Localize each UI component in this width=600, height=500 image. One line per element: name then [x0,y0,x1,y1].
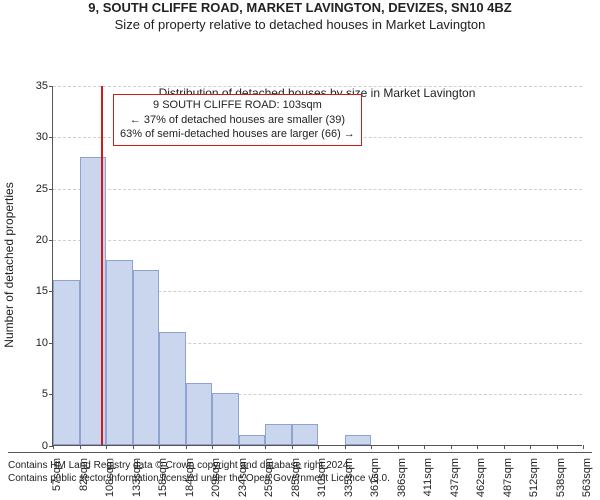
xtick-mark [133,445,134,449]
xtick-label: 209sqm [210,458,222,497]
xtick-mark [80,445,81,449]
xtick-label: 462sqm [475,458,487,497]
property-callout: 9 SOUTH CLIFFE ROAD: 103sqm← 37% of deta… [113,94,362,147]
plot-area: Number of detached properties 57sqm82sqm… [52,86,582,446]
xtick-label: 335sqm [343,458,355,497]
xtick-label: 133sqm [131,458,143,497]
xtick-mark [212,445,213,449]
ytick-mark [49,86,53,87]
xtick-mark [186,445,187,449]
page-title: 9, SOUTH CLIFFE ROAD, MARKET LAVINGTON, … [0,0,600,17]
xtick-mark [530,445,531,449]
xtick-label: 285sqm [290,458,302,497]
xtick-label: 411sqm [422,458,434,496]
histogram-bar [186,383,213,445]
histogram-bar [345,435,372,445]
xtick-label: 512sqm [528,458,540,497]
xtick-mark [239,445,240,449]
histogram-bar [106,260,133,445]
xtick-mark [477,445,478,449]
histogram-bar [133,270,160,445]
xtick-label: 158sqm [157,458,169,497]
property-marker-line [101,86,103,445]
xtick-label: 487sqm [502,458,514,497]
xtick-label: 57sqm [51,458,63,491]
xtick-mark [424,445,425,449]
xtick-label: 82sqm [78,458,90,491]
ytick-label: 25 [8,183,48,195]
xtick-label: 108sqm [104,458,116,497]
xtick-label: 563sqm [581,458,593,497]
histogram-bar [265,424,292,445]
callout-line: 9 SOUTH CLIFFE ROAD: 103sqm [120,98,355,113]
ytick-mark [49,189,53,190]
xtick-mark [557,445,558,449]
page-subtitle: Size of property relative to detached ho… [0,17,600,34]
xtick-label: 538sqm [555,458,567,497]
xtick-mark [583,445,584,449]
histogram-bar [212,393,239,444]
xtick-mark [106,445,107,449]
xtick-mark [451,445,452,449]
ytick-label: 35 [8,80,48,92]
xtick-label: 184sqm [184,458,196,497]
callout-line: ← 37% of detached houses are smaller (39… [120,113,355,128]
ytick-mark [49,240,53,241]
xtick-label: 310sqm [316,458,328,497]
xtick-mark [318,445,319,449]
ytick-label: 15 [8,285,48,297]
y-axis-label: Number of detached properties [2,183,16,348]
ytick-label: 0 [8,440,48,452]
xtick-mark [371,445,372,449]
ytick-label: 30 [8,131,48,143]
histogram-bar [53,280,80,445]
ytick-label: 10 [8,337,48,349]
xtick-mark [398,445,399,449]
ytick-mark [49,137,53,138]
gridline-h [53,189,582,190]
callout-line: 63% of semi-detached houses are larger (… [120,127,355,142]
xtick-mark [504,445,505,449]
xtick-label: 259sqm [263,458,275,497]
ytick-label: 20 [8,234,48,246]
xtick-label: 386sqm [396,458,408,497]
xtick-mark [53,445,54,449]
xtick-label: 361sqm [369,458,381,497]
gridline-h [53,240,582,241]
histogram-bar [159,332,186,445]
xtick-mark [159,445,160,449]
gridline-h [53,86,582,87]
xtick-mark [292,445,293,449]
histogram-bar [239,435,266,445]
histogram-bar [292,424,319,445]
ytick-label: 5 [8,388,48,400]
xtick-label: 234sqm [237,458,249,497]
xtick-label: 437sqm [449,458,461,497]
xtick-mark [265,445,266,449]
xtick-mark [345,445,346,449]
histogram-chart: Number of detached properties 57sqm82sqm… [52,86,582,446]
